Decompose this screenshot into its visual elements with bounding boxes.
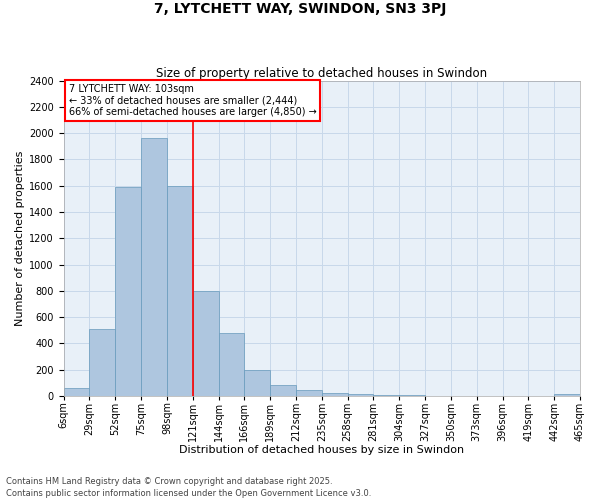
Bar xyxy=(193,291,218,396)
Y-axis label: Number of detached properties: Number of detached properties xyxy=(15,150,25,326)
Bar xyxy=(347,394,373,396)
Bar xyxy=(167,186,193,396)
Text: 7, LYTCHETT WAY, SWINDON, SN3 3PJ: 7, LYTCHETT WAY, SWINDON, SN3 3PJ xyxy=(154,2,446,16)
Title: Size of property relative to detached houses in Swindon: Size of property relative to detached ho… xyxy=(156,66,487,80)
X-axis label: Distribution of detached houses by size in Swindon: Distribution of detached houses by size … xyxy=(179,445,464,455)
Bar xyxy=(296,390,322,396)
Bar xyxy=(244,370,270,396)
Bar xyxy=(373,395,399,396)
Bar xyxy=(89,329,115,396)
Text: 7 LYTCHETT WAY: 103sqm
← 33% of detached houses are smaller (2,444)
66% of semi-: 7 LYTCHETT WAY: 103sqm ← 33% of detached… xyxy=(69,84,317,117)
Bar xyxy=(64,388,89,396)
Bar xyxy=(554,394,580,396)
Text: Contains HM Land Registry data © Crown copyright and database right 2025.
Contai: Contains HM Land Registry data © Crown c… xyxy=(6,476,371,498)
Bar xyxy=(322,392,347,396)
Bar xyxy=(115,187,141,396)
Bar xyxy=(270,384,296,396)
Bar xyxy=(141,138,167,396)
Bar xyxy=(218,333,244,396)
Bar xyxy=(399,395,425,396)
